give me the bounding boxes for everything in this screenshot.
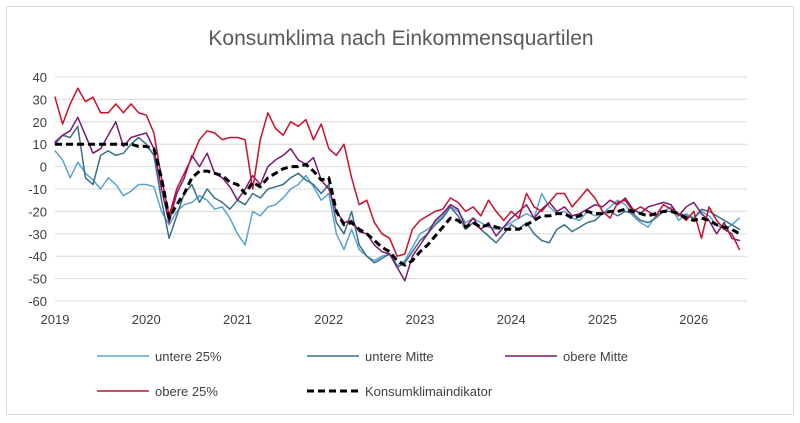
y-axis: 40 30 20 10 0 -10 -20 -30 -40 -50 -60	[28, 70, 47, 309]
y-tick-label: 30	[33, 92, 47, 107]
chart-svg: Konsumklima nach Einkommensquartilen 40 3…	[28, 27, 747, 399]
y-tick-label: 20	[33, 115, 47, 130]
y-tick-label: 40	[33, 70, 47, 85]
legend-label: obere 25%	[155, 384, 218, 399]
x-tick-label: 2025	[588, 312, 617, 327]
legend-label: Konsumklimaindikator	[365, 384, 493, 399]
x-tick-label: 2024	[497, 312, 526, 327]
x-tick-label: 2022	[314, 312, 343, 327]
legend-item: Konsumklimaindikator	[307, 384, 493, 399]
x-tick-label: 2026	[679, 312, 708, 327]
series-line-obere-mitte	[54, 116, 741, 282]
legend-item: untere 25%	[97, 349, 222, 364]
y-tick-label: -40	[28, 249, 47, 264]
y-tick-label: -60	[28, 294, 47, 309]
y-tick-label: 10	[33, 137, 47, 152]
x-tick-label: 2019	[41, 312, 70, 327]
x-tick-label: 2021	[223, 312, 252, 327]
x-tick-label: 2020	[132, 312, 161, 327]
chart-title: Konsumklima nach Einkommensquartilen	[208, 27, 593, 50]
series-line-untere-25	[54, 150, 741, 266]
grid-layer	[55, 76, 747, 302]
legend-item: untere Mitte	[307, 349, 434, 364]
y-tick-label: -10	[28, 182, 47, 197]
x-tick-label: 2023	[406, 312, 435, 327]
legend-label: untere Mitte	[365, 349, 434, 364]
legend-label: untere 25%	[155, 349, 222, 364]
y-tick-label: 0	[40, 160, 47, 175]
series-layer	[54, 87, 741, 282]
y-tick-label: -50	[28, 272, 47, 287]
legend: untere 25% untere Mitte obere Mitte obere 2…	[97, 349, 628, 399]
legend-label: obere Mitte	[563, 349, 628, 364]
series-line-konsumklimaindikator	[55, 142, 741, 267]
legend-item: obere 25%	[97, 384, 218, 399]
legend-item: obere Mitte	[505, 349, 628, 364]
chart-frame: Konsumklima nach Einkommensquartilen 40 3…	[6, 6, 794, 415]
x-axis: 2019 2020 2021 2022 2023 2024 2025 2026	[41, 312, 709, 327]
y-tick-label: -30	[28, 227, 47, 242]
y-tick-label: -20	[28, 204, 47, 219]
